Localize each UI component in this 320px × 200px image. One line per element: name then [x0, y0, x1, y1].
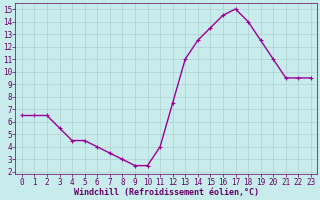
X-axis label: Windchill (Refroidissement éolien,°C): Windchill (Refroidissement éolien,°C): [74, 188, 259, 197]
